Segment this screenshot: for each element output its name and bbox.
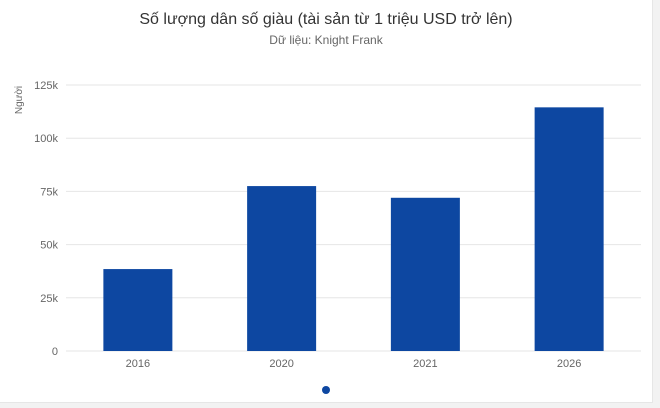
y-tick-label: 75k (40, 186, 58, 198)
y-axis-label: Người (14, 86, 25, 114)
y-tick-label: 0 (52, 346, 58, 358)
x-tick-label: 2021 (413, 358, 437, 370)
x-tick-labels: 2016 2020 2021 2026 (126, 358, 582, 370)
bar-2016[interactable] (103, 269, 173, 351)
bar-chart: 0 25k 50k 75k 100k 125k 2016 2020 2021 2026 Ngườ… (14, 80, 641, 370)
chart-subtitle: Dữ liệu: Knight Frank (269, 33, 383, 47)
y-tick-label: 50k (40, 240, 58, 252)
pagination-dot[interactable] (322, 386, 330, 394)
chart-card: Số lượng dân số giàu (tài sản từ 1 triệu… (0, 0, 653, 403)
bar-2021[interactable] (390, 197, 460, 351)
x-tick-label: 2016 (126, 358, 150, 370)
x-tick-label: 2026 (557, 358, 581, 370)
y-tick-label: 25k (40, 293, 58, 305)
y-tick-label: 100k (34, 133, 58, 145)
bar-2020[interactable] (247, 186, 317, 351)
y-tick-labels: 0 25k 50k 75k 100k 125k (34, 80, 58, 358)
y-tick-label: 125k (34, 80, 58, 92)
bar-2026[interactable] (534, 107, 604, 352)
x-tick-label: 2020 (269, 358, 293, 370)
chart-title: Số lượng dân số giàu (tài sản từ 1 triệu… (139, 11, 513, 28)
bars (103, 107, 604, 352)
